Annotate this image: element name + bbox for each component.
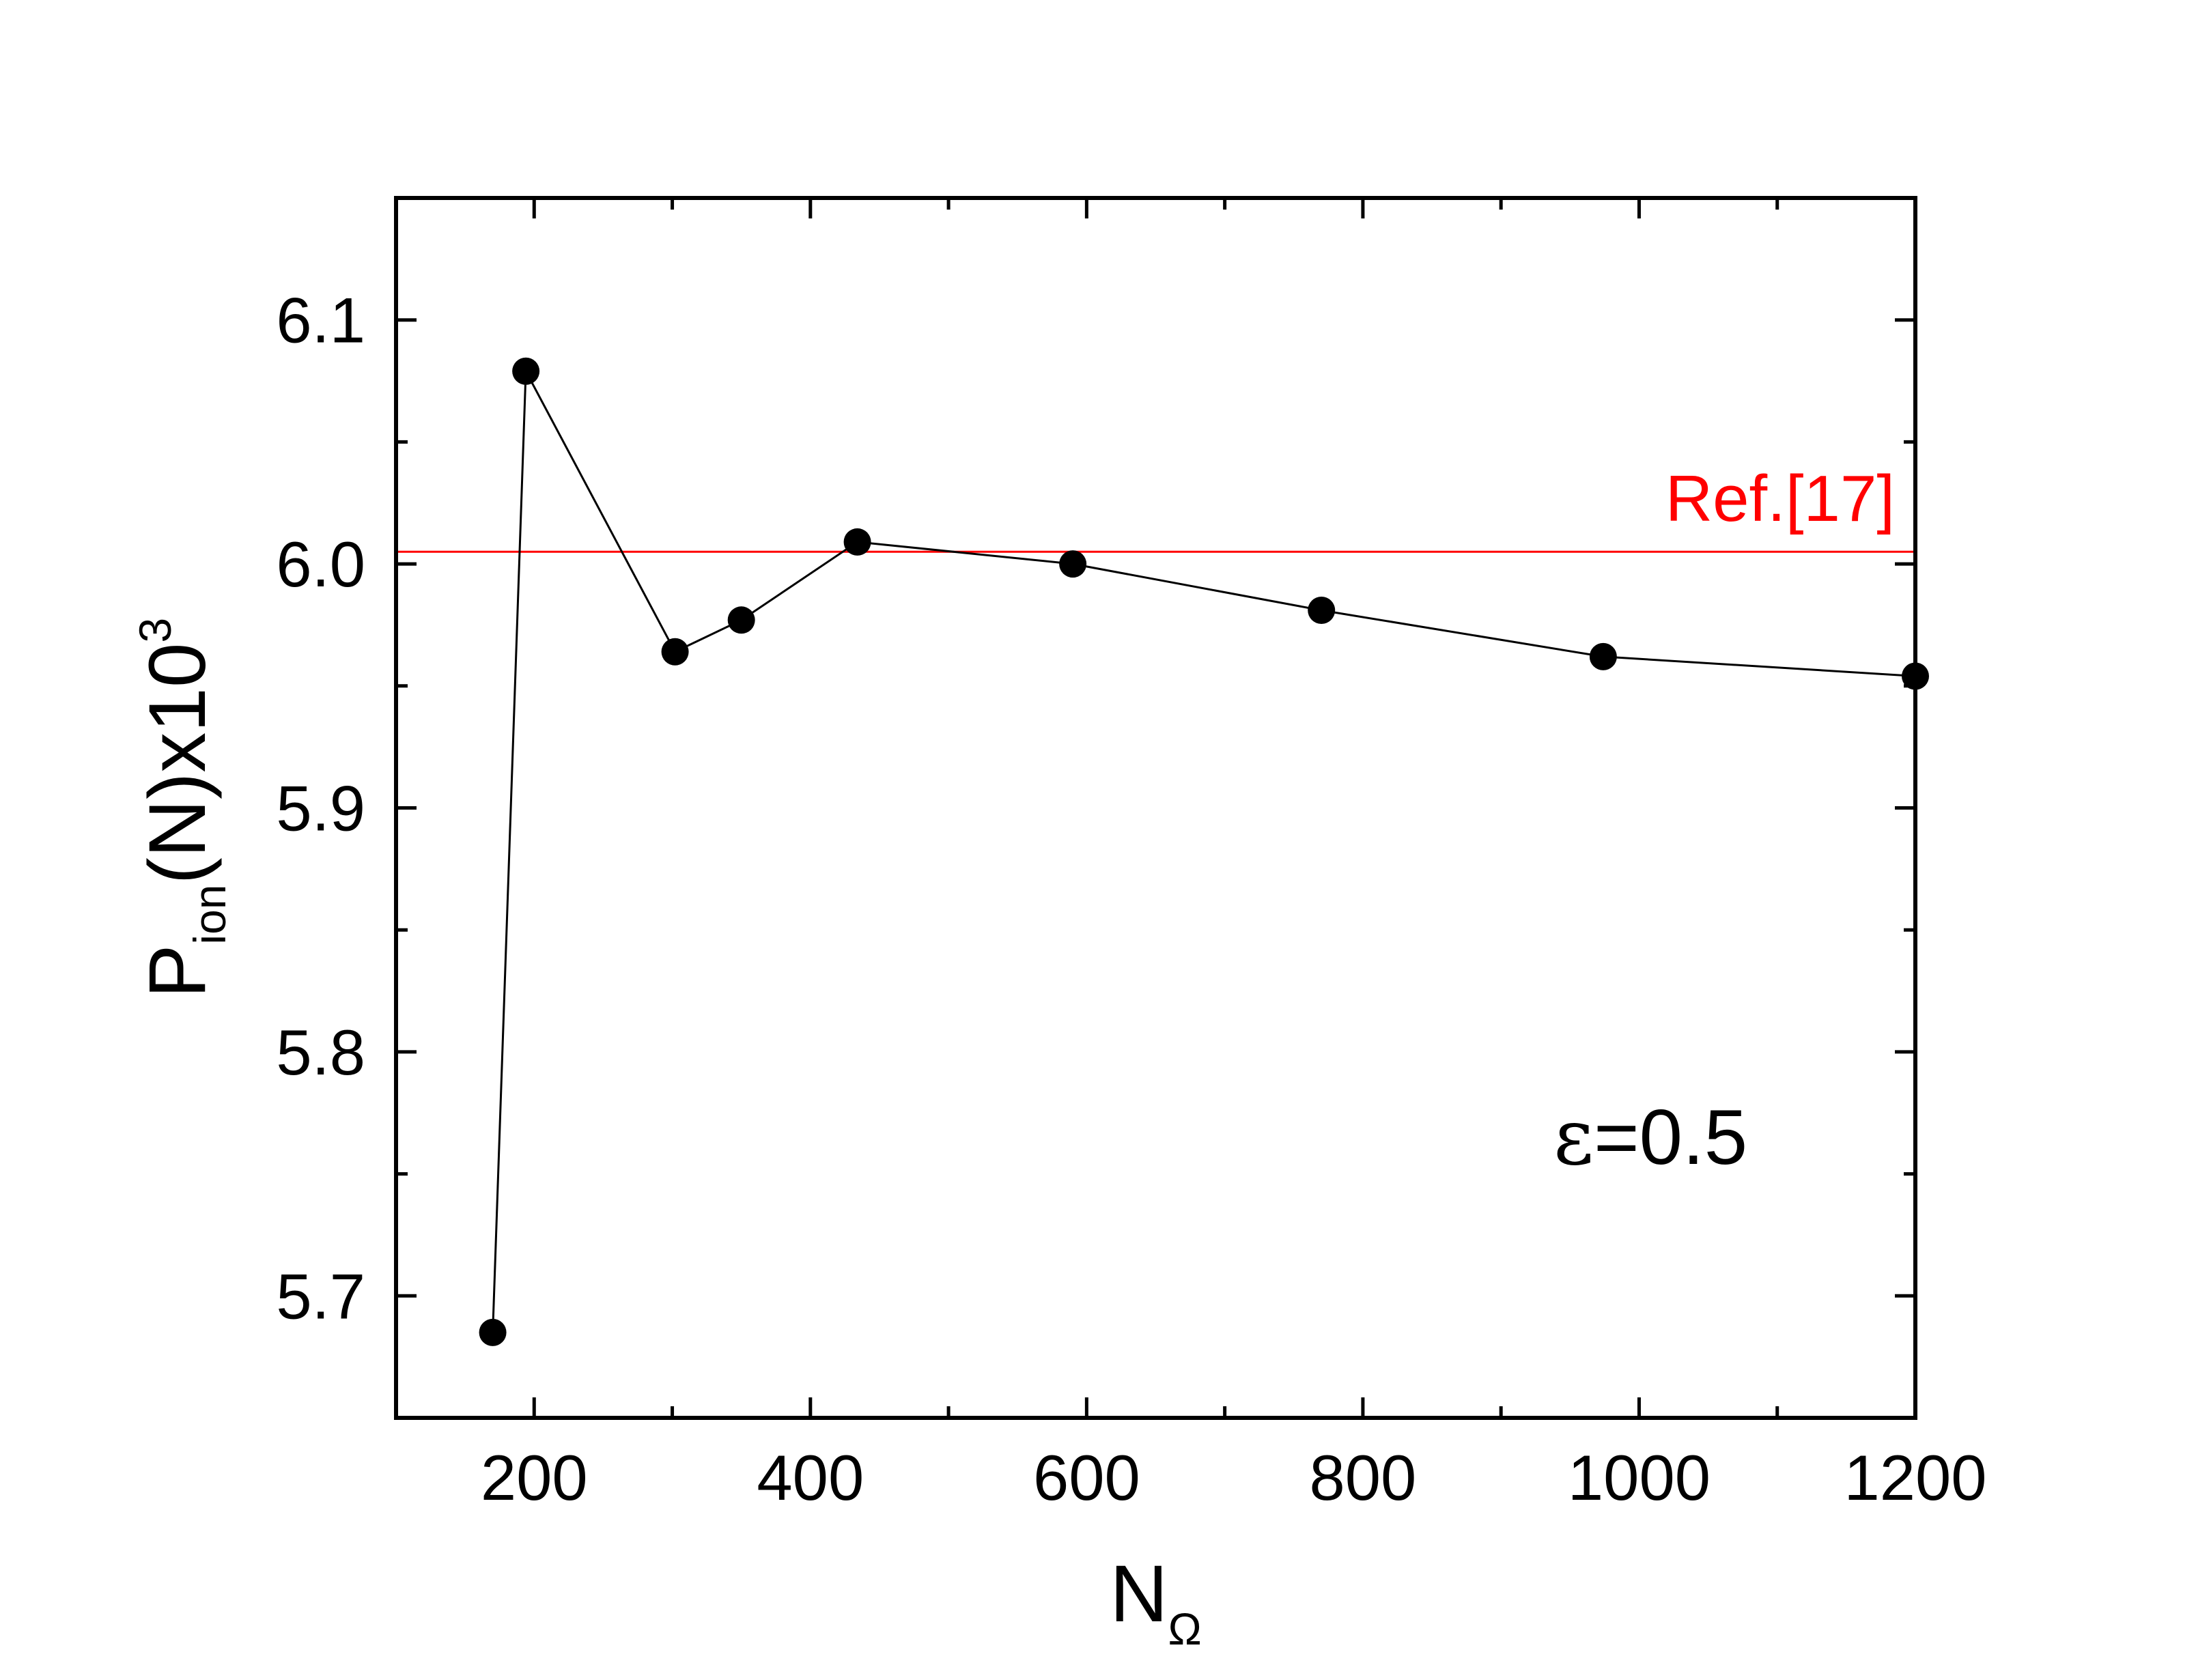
x-tick-label: 1000 [1568, 1442, 1711, 1513]
y-tick-label: 5.7 [276, 1260, 365, 1332]
ticks-layer [396, 198, 1917, 1418]
data-point [479, 1318, 507, 1346]
x-axis-title-main: N [1110, 1549, 1168, 1639]
y-tick-label: 5.9 [276, 773, 365, 844]
epsilon-annotation: ε=0.5 [1553, 1092, 1747, 1182]
data-point [1059, 550, 1087, 578]
data-point [1589, 642, 1617, 670]
y-axis-title-rest: (N)x10 [132, 642, 223, 884]
x-axis-title: NΩ [1110, 1549, 1202, 1654]
y-tick-label: 5.8 [276, 1016, 365, 1088]
x-tick-label: 600 [1033, 1442, 1140, 1513]
plot-frame [394, 196, 1917, 1420]
data-point [661, 638, 689, 666]
x-tick-label: 1200 [1844, 1442, 1986, 1513]
data-point [1308, 597, 1336, 625]
data-point [843, 528, 871, 556]
y-axis-title-superscript: 3 [130, 618, 180, 643]
y-axis-title-main: P [132, 945, 223, 999]
y-tick-label: 6.0 [276, 528, 365, 600]
y-axis-title: Pion(N)x103 [130, 618, 235, 999]
y-axis-title-subscript: ion [184, 884, 235, 944]
series-layer [479, 357, 1929, 1346]
data-point [727, 606, 755, 634]
x-tick-label: 800 [1309, 1442, 1416, 1513]
x-tick-label: 200 [481, 1442, 588, 1513]
epsilon-symbol: ε [1553, 1092, 1594, 1182]
data-point [512, 357, 540, 385]
labels-layer: 200 400 600 800 1000 1200 5.7 5.8 5.9 6.0 6.1 [276, 285, 1986, 1513]
x-tick-label: 400 [757, 1442, 864, 1513]
reference-line-label: Ref.[17] [1665, 462, 1895, 535]
x-axis-title-subscript: Ω [1168, 1604, 1201, 1654]
y-tick-label: 6.1 [276, 285, 365, 356]
epsilon-value: =0.5 [1594, 1094, 1747, 1181]
